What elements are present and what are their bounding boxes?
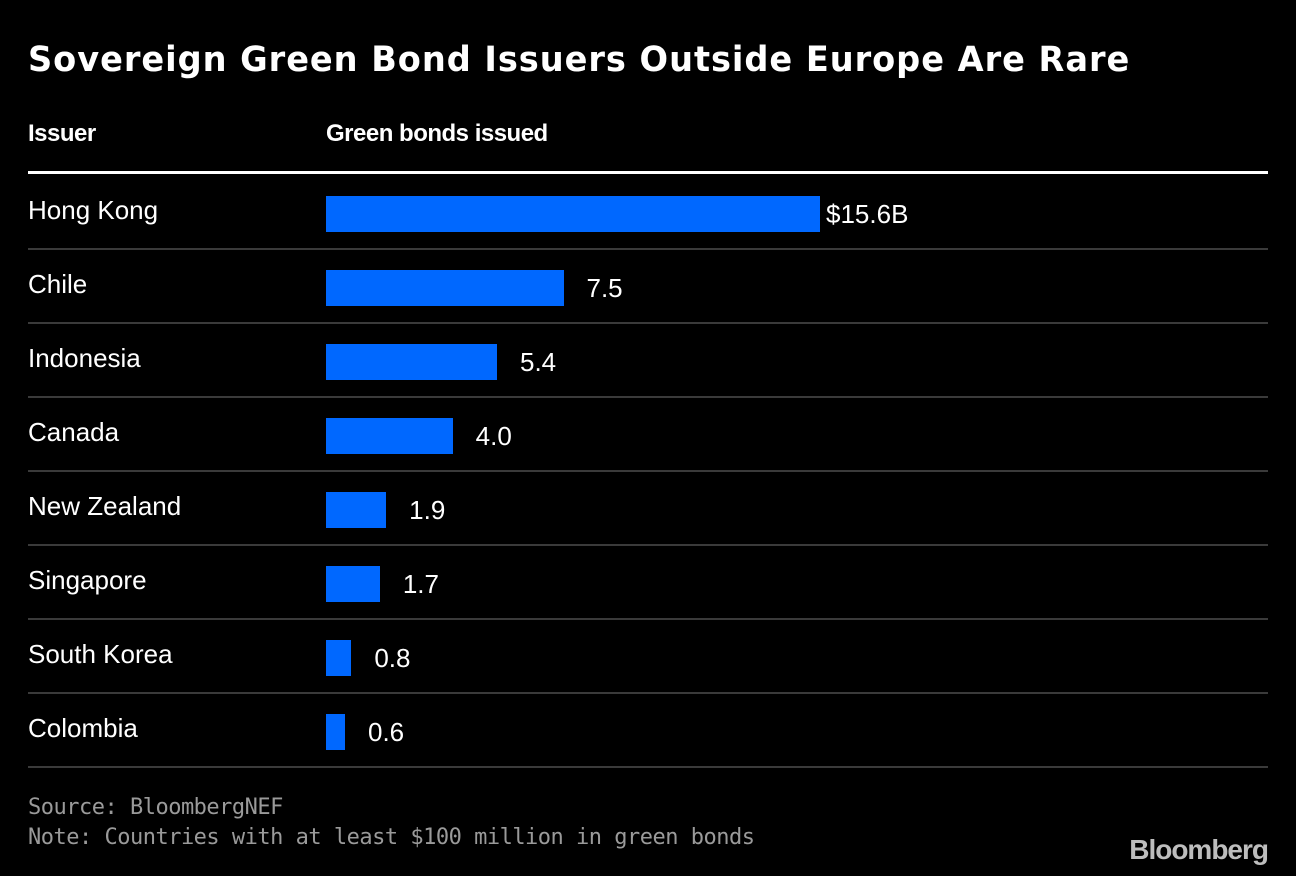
value-label: 0.6	[368, 717, 405, 747]
row-divider	[28, 248, 1268, 250]
row-divider	[28, 322, 1268, 324]
category-label: Indonesia	[28, 343, 141, 373]
row-divider	[28, 470, 1268, 472]
value-label: 1.9	[409, 495, 446, 525]
value-column-header: Green bonds issued	[326, 120, 548, 147]
category-label: Singapore	[28, 565, 147, 595]
category-label: Colombia	[28, 713, 138, 743]
bar	[326, 418, 453, 454]
row-divider	[28, 544, 1268, 546]
category-label: South Korea	[28, 639, 173, 669]
bar	[326, 344, 497, 380]
bloomberg-logo: Bloomberg	[1129, 834, 1269, 865]
row-divider	[28, 766, 1268, 768]
chart-title: Sovereign Green Bond Issuers Outside Eur…	[28, 40, 1131, 80]
bar	[326, 270, 564, 306]
row-divider	[28, 396, 1268, 398]
value-label: 4.0	[475, 421, 512, 451]
bar	[326, 492, 387, 528]
footnote: Note: Countries with at least $100 milli…	[28, 825, 755, 850]
issuer-column-header: Issuer	[28, 120, 96, 147]
bar	[326, 566, 380, 602]
row-divider	[28, 618, 1268, 620]
header-rule	[28, 171, 1268, 174]
value-label: 7.5	[586, 273, 623, 303]
bar	[326, 196, 820, 232]
value-label: 0.8	[374, 643, 411, 673]
category-label: New Zealand	[28, 491, 182, 521]
row-divider	[28, 692, 1268, 694]
category-label: Chile	[28, 269, 88, 299]
value-label: 5.4	[520, 347, 557, 377]
bar	[326, 640, 352, 676]
category-label: Hong Kong	[28, 195, 159, 225]
value-label: 1.7	[402, 569, 439, 599]
source-note: Source: BloombergNEF	[28, 795, 283, 820]
category-label: Canada	[28, 417, 120, 447]
bar	[326, 714, 345, 750]
value-label: $15.6B	[826, 199, 909, 229]
